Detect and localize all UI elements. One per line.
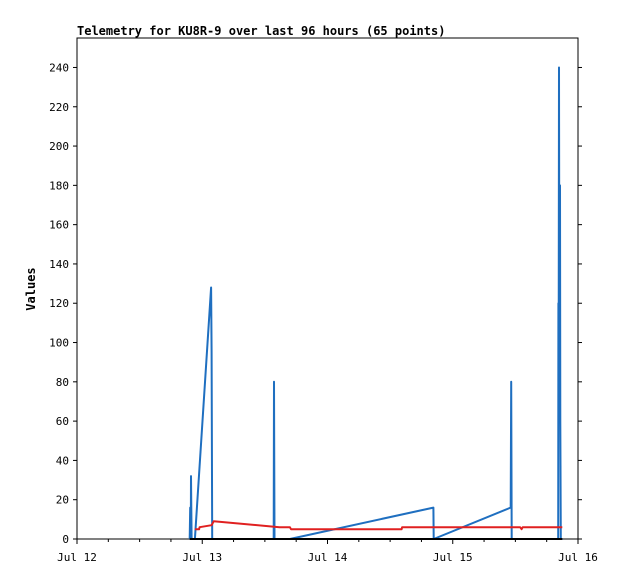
series-layer [188, 66, 563, 540]
y-tick-label: 80 [56, 376, 69, 389]
y-tick-label: 160 [49, 219, 69, 232]
plot-frame [76, 37, 579, 540]
y-tick-label: 40 [56, 454, 69, 467]
y-tick-label: 240 [49, 61, 69, 74]
series-line-1 [188, 66, 563, 540]
y-tick-label: 200 [49, 140, 69, 153]
y-tick-label: 60 [56, 415, 69, 428]
x-tick-label: Jul 14 [308, 551, 348, 564]
y-axis-ticks: 0 20 40 60 80 100 120 140 160 180 200 220 240 [49, 61, 582, 546]
x-axis-ticks: Jul 12 Jul 13 Jul 14 Jul 15 Jul 16 [57, 539, 598, 564]
y-tick-label: 20 [56, 494, 69, 507]
y-tick-label: 140 [49, 258, 69, 271]
x-tick-label: Jul 13 [182, 551, 222, 564]
y-axis-label: Values [24, 267, 38, 310]
x-tick-label: Jul 15 [433, 551, 473, 564]
x-tick-label: Jul 16 [558, 551, 598, 564]
x-tick-label: Jul 12 [57, 551, 97, 564]
y-tick-label: 120 [49, 297, 69, 310]
y-tick-label: 100 [49, 337, 69, 350]
y-tick-label: 220 [49, 101, 69, 114]
series-line-2 [194, 520, 563, 531]
y-tick-label: 180 [49, 179, 69, 192]
y-tick-label: 0 [62, 533, 69, 546]
chart-title: Telemetry for KU8R-9 over last 96 hours … [77, 24, 445, 38]
